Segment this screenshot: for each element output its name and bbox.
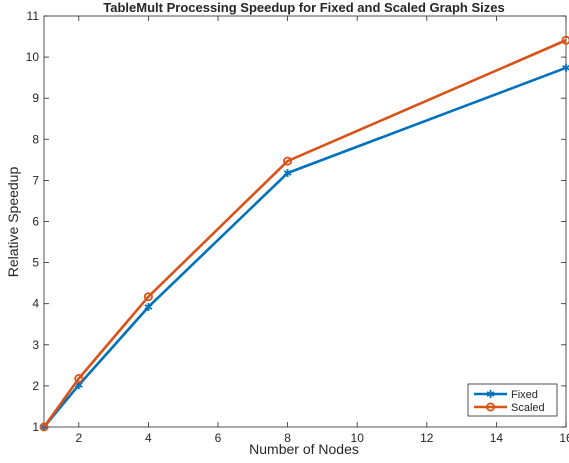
x-tick-label: 4 <box>145 431 152 445</box>
legend-box <box>467 383 558 417</box>
y-tick-label: 4 <box>32 297 39 311</box>
series-scaled <box>39 35 569 432</box>
y-tick-label: 6 <box>32 215 39 229</box>
data-point-fixed <box>562 63 569 72</box>
data-point-scaled <box>39 422 49 432</box>
legend-label-scaled: Scaled <box>511 402 545 414</box>
legend-marker-fixed <box>486 390 495 398</box>
x-tick-label: 2 <box>75 431 82 445</box>
y-tick-label: 11 <box>27 9 40 23</box>
y-tick-label: 7 <box>32 173 39 187</box>
y-tick-label: 3 <box>32 338 39 352</box>
data-point-scaled <box>74 374 84 384</box>
series-line-scaled <box>42 39 567 428</box>
y-tick-label: 1 <box>32 420 39 434</box>
y-axis-label: Relative Speedup <box>5 167 21 278</box>
y-tick-label: 5 <box>32 256 39 270</box>
series-layer <box>39 35 569 432</box>
x-tick-label: 14 <box>490 431 504 445</box>
x-axis-label: Number of Nodes <box>249 441 359 457</box>
x-tick-label: 6 <box>215 431 222 445</box>
y-tick-label: 2 <box>32 379 39 393</box>
y-tick-label: 8 <box>32 132 39 146</box>
chart-title: TableMult Processing Speedup for Fixed a… <box>103 0 504 15</box>
x-tick-label: 16 <box>559 431 569 445</box>
x-tick-label: 8 <box>284 431 291 445</box>
data-point-scaled <box>283 156 293 166</box>
data-point-fixed <box>144 302 153 311</box>
data-point-fixed <box>283 169 292 178</box>
legend-marker-scaled <box>485 402 495 412</box>
legend-label-fixed: Fixed <box>511 389 538 401</box>
x-tick-label: 12 <box>420 431 434 445</box>
x-tick-label: 10 <box>351 431 365 445</box>
plot-area <box>43 15 567 428</box>
data-point-scaled <box>561 35 569 45</box>
y-tick-label: 10 <box>26 50 40 64</box>
data-point-scaled <box>143 292 153 302</box>
y-tick-label: 9 <box>32 91 39 105</box>
